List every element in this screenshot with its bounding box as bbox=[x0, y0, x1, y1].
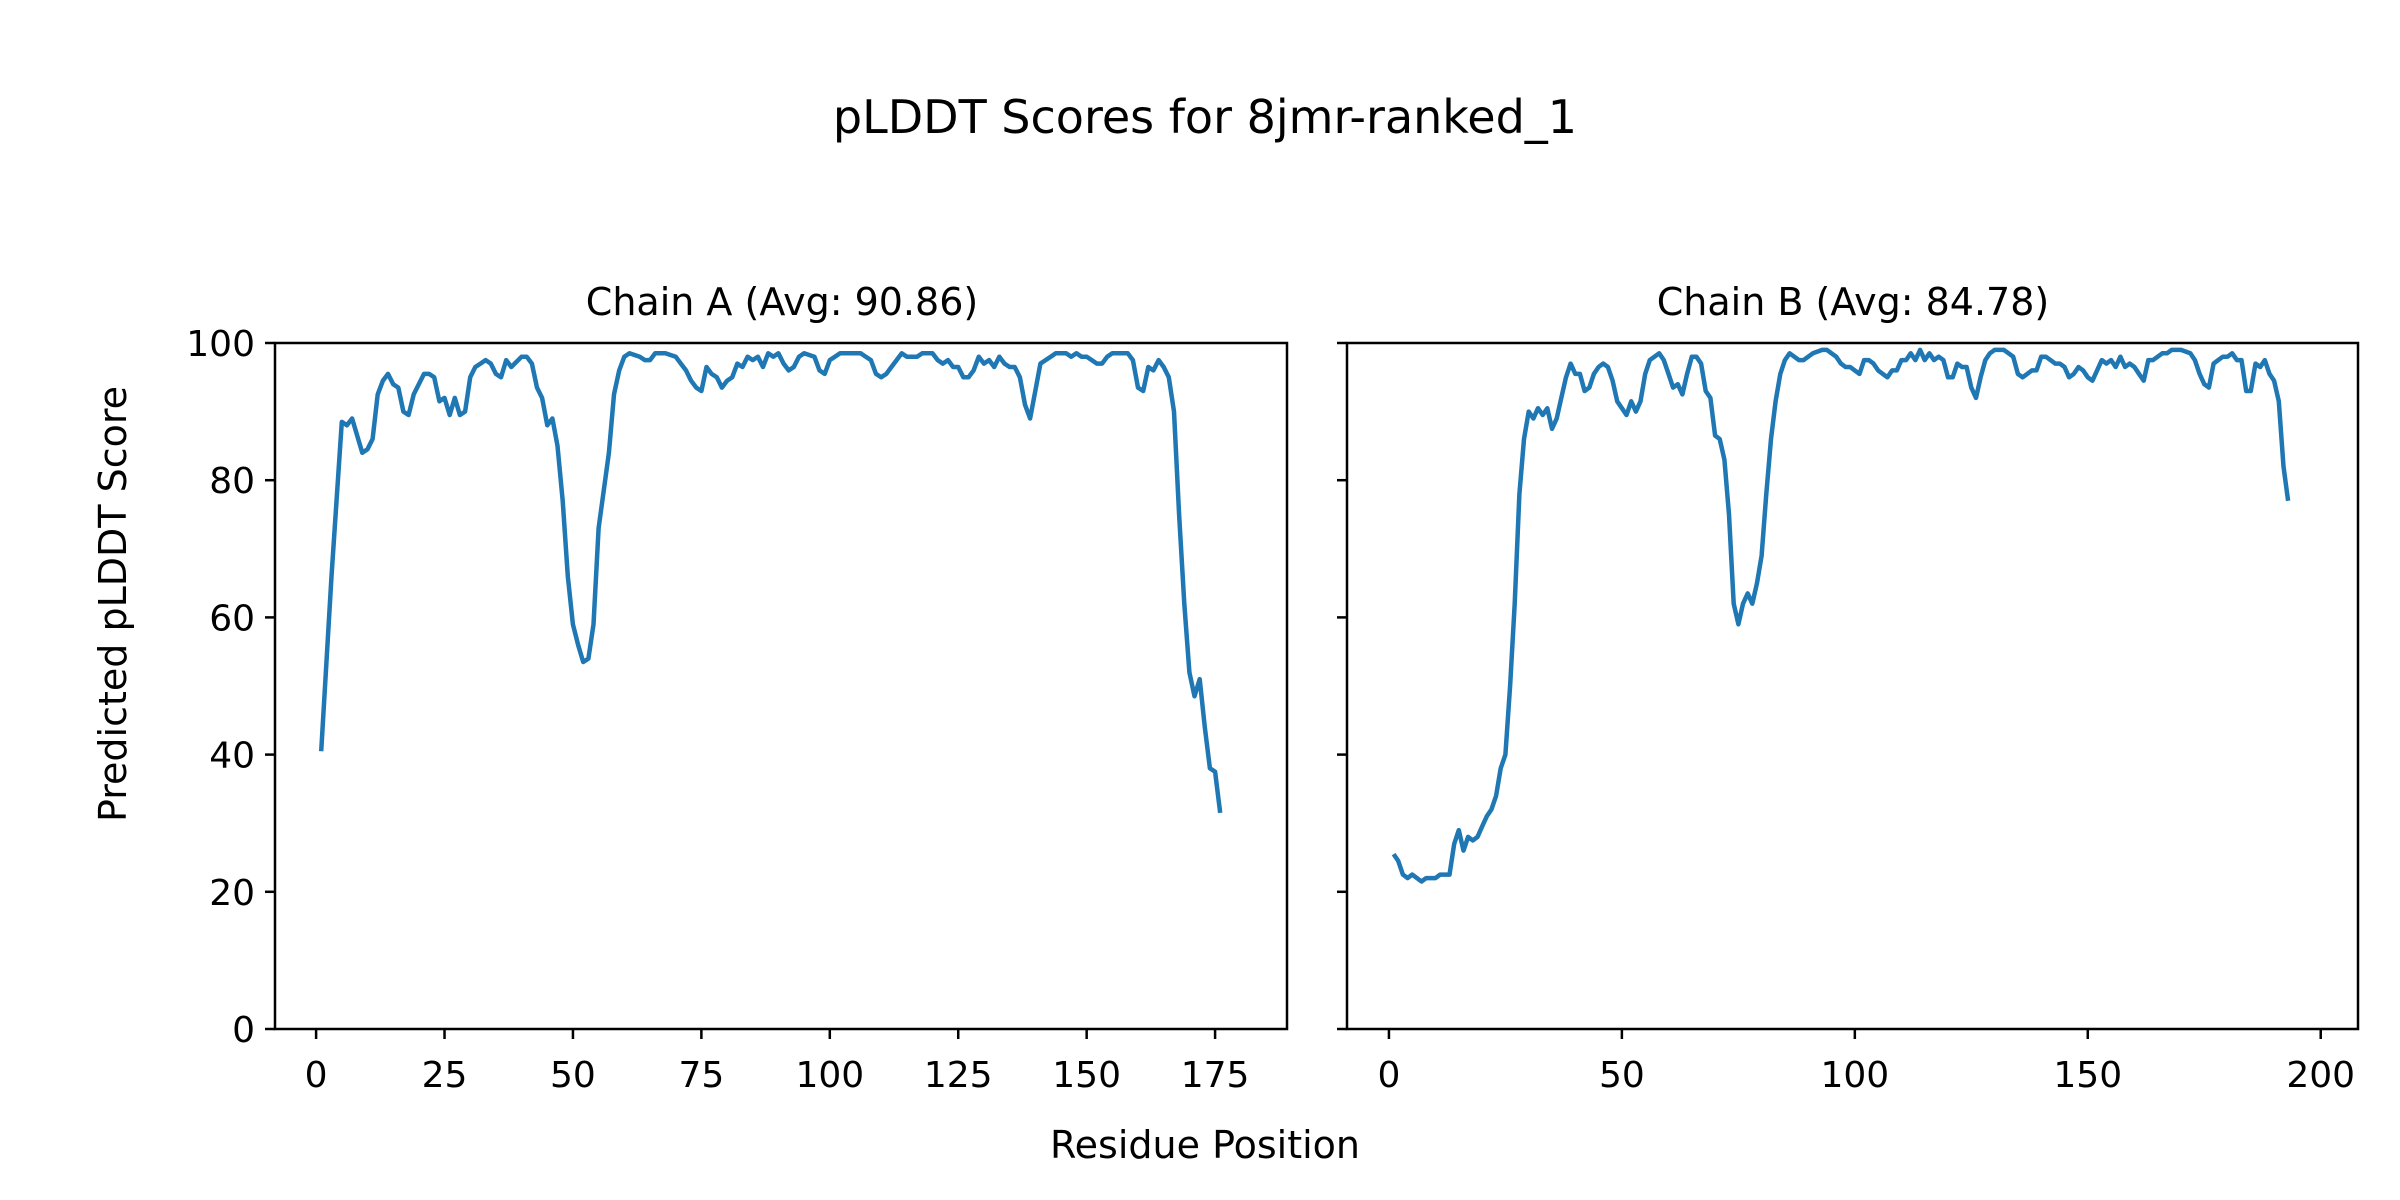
chain-b-title: Chain B (Avg: 84.78) bbox=[1657, 280, 2049, 324]
chain-b-plot-area: 0 50 100 150 200 bbox=[1337, 341, 2360, 1096]
chain-a-y-tick-label: 0 bbox=[232, 1010, 255, 1051]
chain-a-x-tick-label: 75 bbox=[678, 1055, 724, 1096]
chain-a-y-tick-label: 40 bbox=[209, 736, 255, 777]
chain-b-axes-frame bbox=[1345, 341, 2360, 1031]
chain-a-x-tick-label: 50 bbox=[550, 1055, 596, 1096]
y-axis-label: Predicted pLDDT Score bbox=[91, 386, 135, 822]
chain-a-title: Chain A (Avg: 90.86) bbox=[586, 280, 978, 324]
chain-a-x-tick-label: 25 bbox=[422, 1055, 468, 1096]
chain-a-plot-area: 0 25 50 75 100 125 150 175 0 20 40 60 80 100 bbox=[186, 324, 1289, 1096]
chain-a-x-tick-label: 175 bbox=[1181, 1055, 1250, 1096]
chain-b-x-tick-label: 100 bbox=[1820, 1055, 1889, 1096]
chain-a-y-tick-label: 60 bbox=[209, 598, 255, 639]
chain-a-y-tick-label: 80 bbox=[209, 461, 255, 502]
chain-b-x-tick-label: 50 bbox=[1599, 1055, 1645, 1096]
chain-a-y-tick-label: 20 bbox=[209, 873, 255, 914]
chain-a-x-tick-label: 0 bbox=[305, 1055, 328, 1096]
chain-b-panel: Chain B (Avg: 84.78) 0 50 100 150 200 bbox=[1337, 280, 2360, 1096]
chain-b-x-tick-label: 150 bbox=[2053, 1055, 2122, 1096]
x-axis-label: Residue Position bbox=[1050, 1123, 1360, 1167]
figure-title: pLDDT Scores for 8jmr-ranked_1 bbox=[833, 90, 1577, 144]
chain-b-x-tick-label: 200 bbox=[2286, 1055, 2355, 1096]
chain-a-x-tick-label: 100 bbox=[795, 1055, 864, 1096]
chain-a-axes-frame bbox=[273, 341, 1289, 1031]
chain-a-y-tick-label: 100 bbox=[186, 324, 255, 365]
chain-a-plddt-line bbox=[318, 351, 1223, 814]
chain-a-x-tick-label: 150 bbox=[1052, 1055, 1121, 1096]
chain-a-panel: Chain A (Avg: 90.86) 0 25 50 75 100 125 150 175… bbox=[186, 280, 1289, 1096]
chain-b-plddt-line bbox=[1391, 347, 2291, 884]
chain-b-x-tick-label: 0 bbox=[1377, 1055, 1400, 1096]
chain-a-x-tick-label: 125 bbox=[924, 1055, 993, 1096]
